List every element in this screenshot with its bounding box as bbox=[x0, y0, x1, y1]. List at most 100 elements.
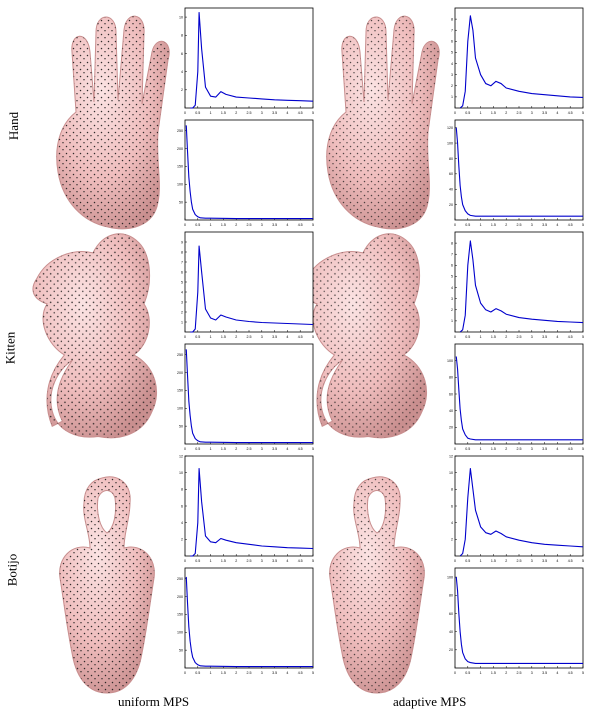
chart-frame bbox=[184, 455, 314, 557]
x-tick-label: 4 bbox=[286, 447, 288, 451]
y-tick-label: 60 bbox=[449, 612, 453, 616]
x-tick-label: 2.5 bbox=[517, 111, 522, 115]
y-tick-label: 100 bbox=[177, 631, 183, 635]
x-tick-label: 0 bbox=[184, 335, 186, 339]
y-tick-label: 8 bbox=[181, 250, 183, 254]
y-tick-label: 12 bbox=[449, 454, 453, 458]
y-tick-label: 120 bbox=[447, 126, 453, 130]
x-tick-label: 3.5 bbox=[542, 111, 547, 115]
x-tick-label: 4 bbox=[556, 335, 558, 339]
y-tick-label: 10 bbox=[179, 471, 183, 475]
x-tick-label: 3.5 bbox=[542, 671, 547, 675]
x-tick-label: 3.5 bbox=[542, 335, 547, 339]
y-tick-label: 12 bbox=[179, 454, 183, 458]
chart-hand-adaptive-top: 0 0.5 1 1.5 2 2.5 3 3.5 4 4.5 5 1 2 3 4 5 6 7 8 bbox=[451, 7, 584, 115]
x-tick-label: 0 bbox=[184, 111, 186, 115]
x-tick-label: 1.5 bbox=[221, 671, 226, 675]
y-tick-label: 40 bbox=[449, 409, 453, 413]
x-tick-label: 4 bbox=[556, 671, 558, 675]
y-tick-label: 200 bbox=[177, 371, 183, 375]
x-tick-label: 1.5 bbox=[221, 223, 226, 227]
y-tick-label: 4 bbox=[181, 521, 183, 525]
x-tick-label: 2.5 bbox=[247, 447, 252, 451]
chart-frame bbox=[454, 231, 584, 333]
x-tick-label: 0 bbox=[184, 447, 186, 451]
y-tick-label: 6 bbox=[451, 40, 453, 44]
x-tick-label: 1.5 bbox=[221, 111, 226, 115]
x-tick-label: 5 bbox=[582, 111, 584, 115]
y-tick-label: 6 bbox=[451, 504, 453, 508]
x-tick-label: 4 bbox=[556, 223, 558, 227]
x-tick-label: 2 bbox=[505, 111, 507, 115]
y-tick-label: 5 bbox=[181, 280, 183, 284]
x-tick-label: 2.5 bbox=[517, 223, 522, 227]
x-tick-label: 2 bbox=[235, 335, 237, 339]
y-tick-label: 6 bbox=[451, 264, 453, 268]
chart-frame bbox=[184, 119, 314, 221]
series-line bbox=[455, 127, 583, 217]
x-tick-label: 1 bbox=[480, 335, 482, 339]
y-tick-label: 10 bbox=[179, 15, 183, 19]
y-tick-label: 6 bbox=[181, 52, 183, 56]
x-tick-label: 3 bbox=[531, 335, 533, 339]
y-tick-label: 4 bbox=[181, 70, 183, 74]
x-tick-label: 4 bbox=[286, 671, 288, 675]
mesh-model-hand-adaptive bbox=[326, 15, 440, 230]
x-tick-label: 4.5 bbox=[568, 671, 573, 675]
y-tick-label: 7 bbox=[181, 260, 183, 264]
x-tick-label: 2 bbox=[505, 559, 507, 563]
x-tick-label: 0.5 bbox=[195, 223, 200, 227]
row-label-hand: Hand bbox=[6, 111, 22, 141]
x-tick-label: 4.5 bbox=[298, 447, 303, 451]
x-tick-label: 3 bbox=[261, 447, 263, 451]
chart-frame bbox=[184, 7, 314, 109]
x-tick-label: 4.5 bbox=[298, 223, 303, 227]
mesh-model-botijo-uniform bbox=[59, 476, 155, 694]
y-tick-label: 4 bbox=[451, 286, 453, 290]
y-tick-label: 2 bbox=[451, 538, 453, 542]
y-tick-label: 2 bbox=[181, 538, 183, 542]
chart-hand-uniform-top: 0 0.5 1 1.5 2 2.5 3 3.5 4 4.5 5 2 4 6 8 10 bbox=[179, 7, 314, 115]
x-tick-label: 2 bbox=[235, 671, 237, 675]
chart-kitten-uniform-top: 0 0.5 1 1.5 2 2.5 3 3.5 4 4.5 5 1 2 3 4 5 6 7 8 9 bbox=[181, 231, 314, 339]
x-tick-label: 4.5 bbox=[568, 447, 573, 451]
x-tick-label: 2.5 bbox=[247, 223, 252, 227]
y-tick-label: 250 bbox=[177, 129, 183, 133]
x-tick-label: 0.5 bbox=[195, 447, 200, 451]
x-tick-label: 3 bbox=[261, 111, 263, 115]
y-tick-label: 3 bbox=[451, 297, 453, 301]
x-tick-label: 4 bbox=[556, 559, 558, 563]
y-tick-label: 100 bbox=[447, 141, 453, 145]
y-tick-label: 100 bbox=[177, 183, 183, 187]
x-tick-label: 5 bbox=[582, 447, 584, 451]
chart-botijo-adaptive-bottom: 0 0.5 1 1.5 2 2.5 3 3.5 4 4.5 5 20 40 60 80 100 bbox=[447, 567, 584, 675]
x-tick-label: 1.5 bbox=[221, 559, 226, 563]
x-tick-label: 2 bbox=[235, 111, 237, 115]
column-caption-adaptive: adaptive MPS bbox=[393, 694, 467, 709]
x-tick-label: 3.5 bbox=[542, 447, 547, 451]
y-tick-label: 8 bbox=[181, 34, 183, 38]
chart-frame bbox=[184, 231, 314, 333]
y-tick-label: 80 bbox=[449, 157, 453, 161]
x-tick-label: 1.5 bbox=[491, 335, 496, 339]
chart-hand-adaptive-bottom: 0 0.5 1 1.5 2 2.5 3 3.5 4 4.5 5 20 40 60 80 100 120 bbox=[447, 119, 584, 227]
x-tick-label: 2.5 bbox=[247, 559, 252, 563]
y-tick-label: 150 bbox=[177, 165, 183, 169]
x-tick-label: 1 bbox=[210, 559, 212, 563]
x-tick-label: 4 bbox=[286, 335, 288, 339]
y-tick-label: 4 bbox=[451, 521, 453, 525]
x-tick-label: 5 bbox=[312, 223, 314, 227]
y-tick-label: 200 bbox=[177, 595, 183, 599]
chart-frame bbox=[184, 343, 314, 445]
series-line bbox=[455, 577, 583, 665]
chart-botijo-adaptive-top: 0 0.5 1 1.5 2 2.5 3 3.5 4 4.5 5 2 4 6 8 10 12 bbox=[449, 454, 584, 563]
x-tick-label: 4.5 bbox=[568, 559, 573, 563]
chart-frame bbox=[184, 567, 314, 669]
y-tick-label: 8 bbox=[451, 17, 453, 21]
x-tick-label: 3 bbox=[261, 559, 263, 563]
series-line bbox=[455, 356, 583, 441]
y-tick-label: 40 bbox=[449, 630, 453, 634]
x-tick-label: 0 bbox=[454, 335, 456, 339]
x-tick-label: 5 bbox=[312, 559, 314, 563]
